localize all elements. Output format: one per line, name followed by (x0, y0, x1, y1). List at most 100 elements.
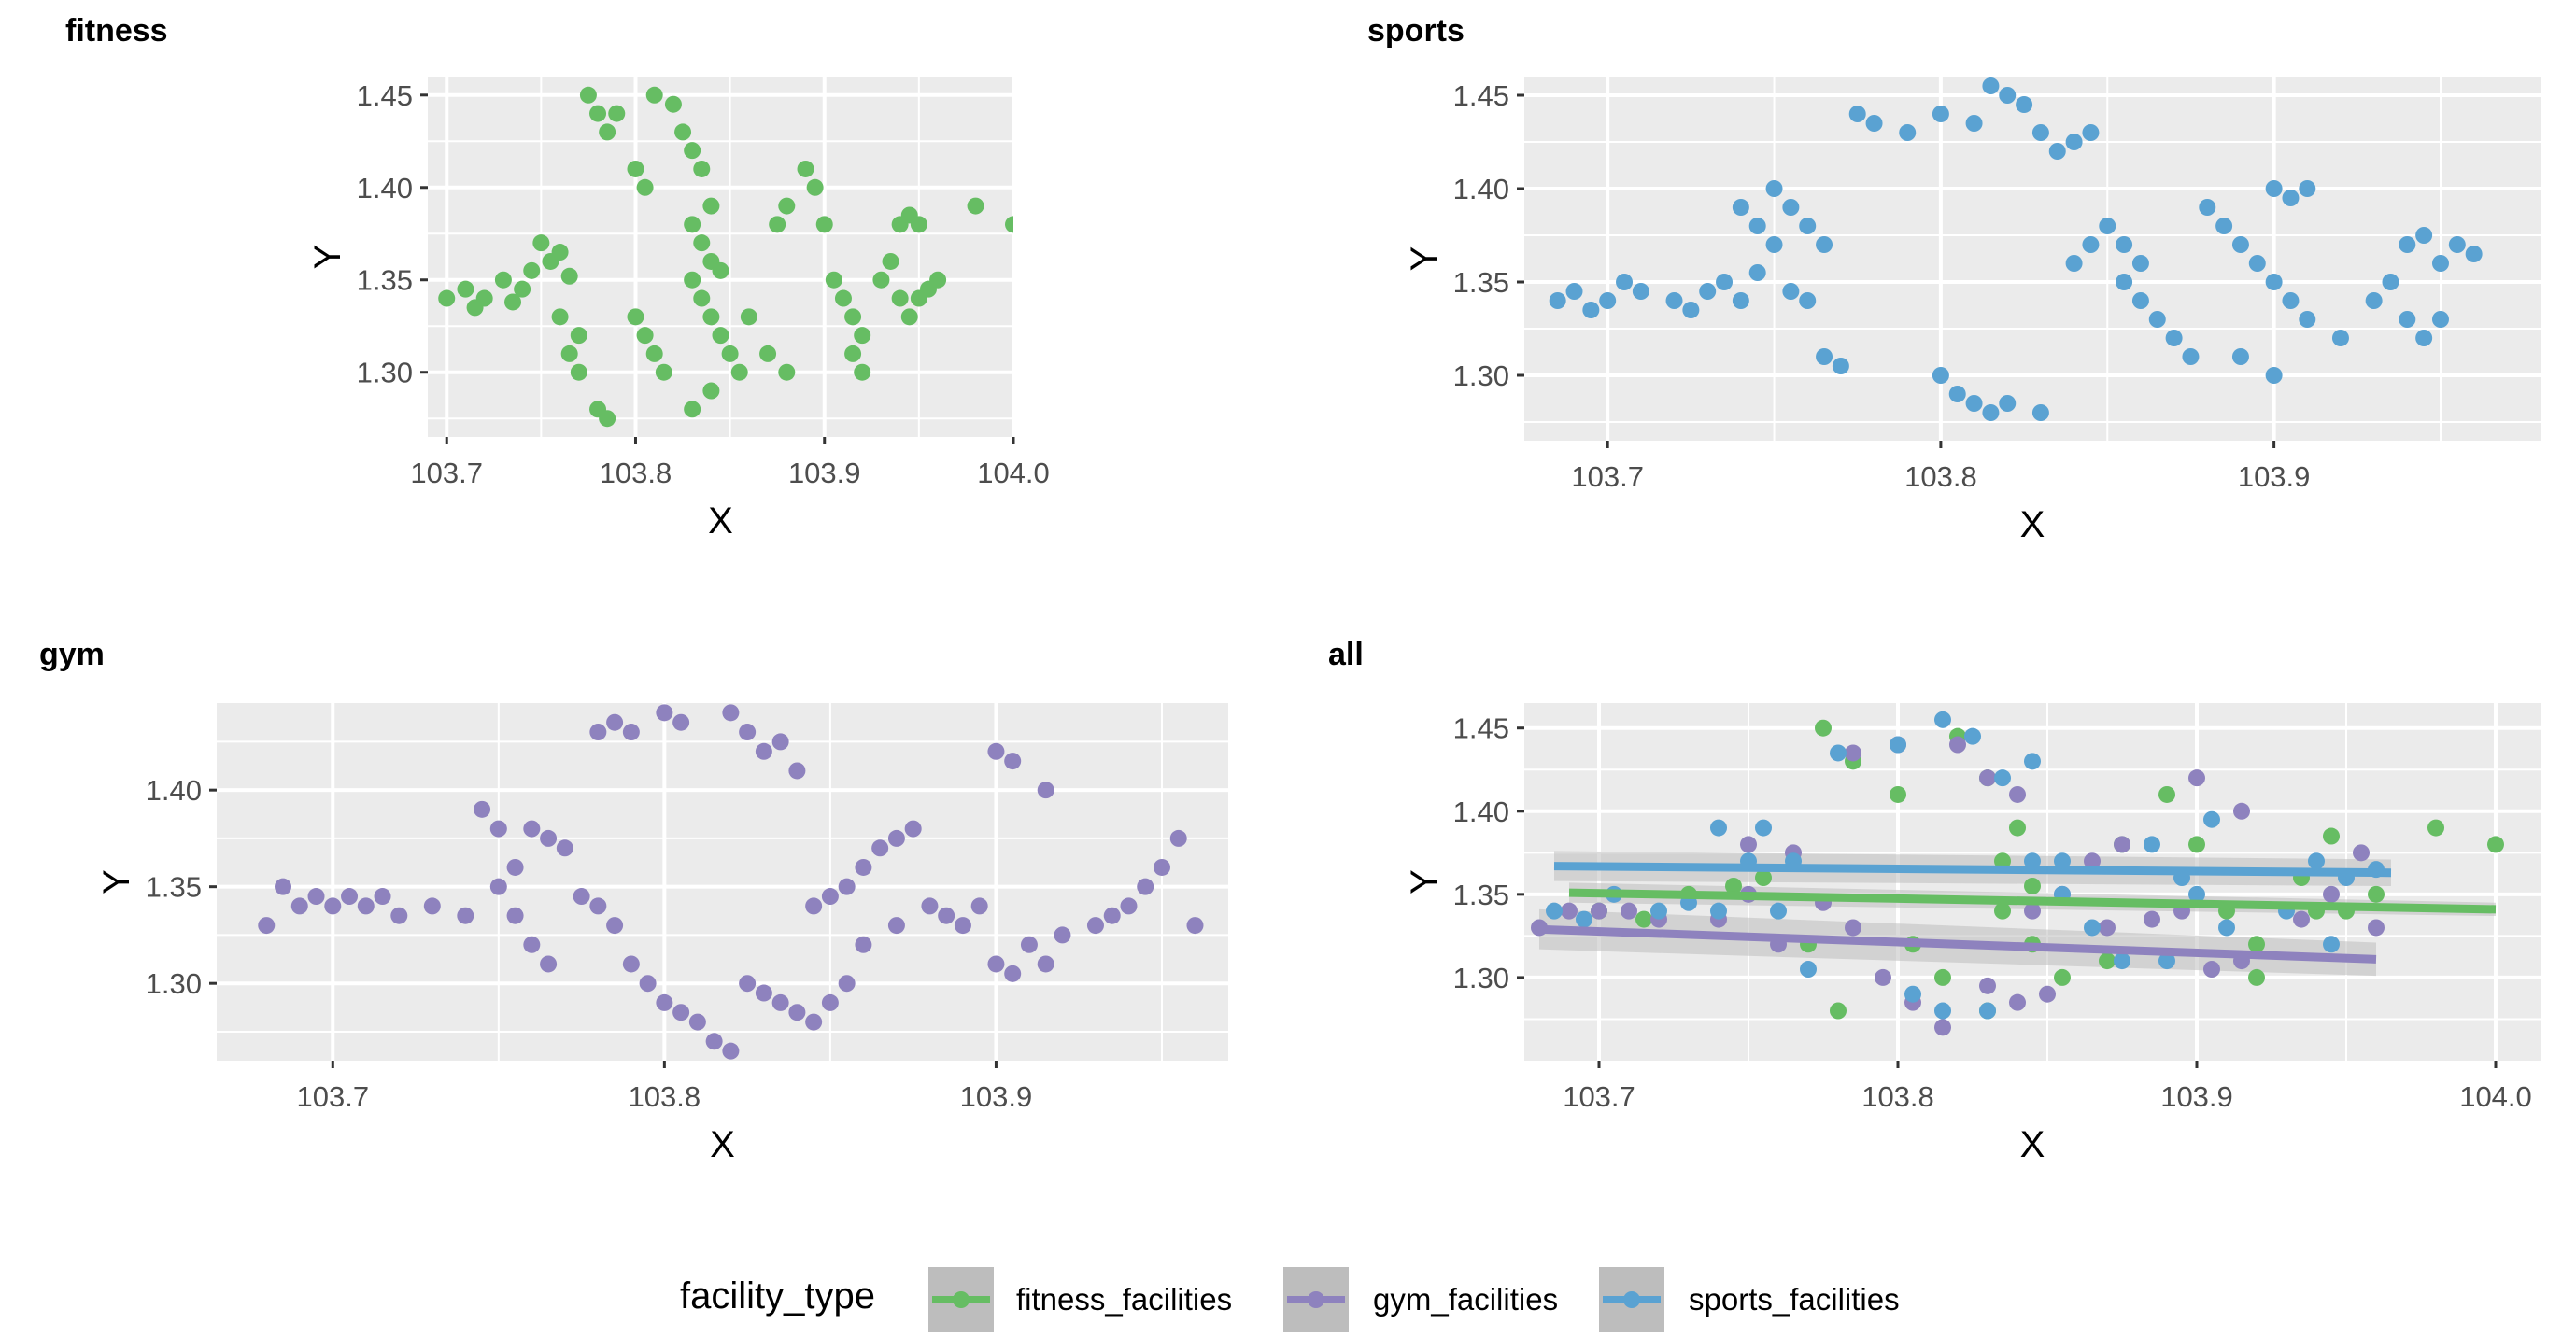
data-point (2144, 836, 2160, 853)
data-point (1005, 216, 1013, 233)
data-point (684, 271, 701, 289)
data-point (854, 363, 871, 381)
data-point (1934, 968, 1951, 986)
x-tick-label: 103.7 (1563, 1080, 1635, 1113)
data-point (1020, 936, 1038, 953)
data-point (2323, 936, 2340, 953)
data-point (834, 289, 852, 307)
data-point (494, 271, 512, 289)
data-point (721, 345, 739, 362)
data-point (854, 327, 871, 345)
legend-keys: fitness_facilities gym_facilities sports_f… (928, 1267, 1900, 1332)
data-point (560, 345, 578, 362)
data-point (1037, 955, 1054, 973)
y-tick-label: 1.40 (1453, 796, 1509, 828)
data-point (1632, 283, 1649, 300)
series-fitness (438, 86, 1013, 428)
data-point (656, 993, 673, 1011)
data-point (882, 252, 899, 270)
data-point (2082, 236, 2100, 253)
data-point (1964, 727, 1981, 745)
data-point (589, 897, 607, 915)
y-tick-label: 1.35 (357, 264, 413, 297)
x-axis-label: X (708, 500, 733, 542)
data-point (921, 897, 939, 915)
data-point (2039, 985, 2056, 1003)
data-point (2131, 255, 2149, 272)
data-point (551, 308, 569, 326)
data-point (639, 975, 657, 993)
data-point (855, 936, 872, 953)
data-point (627, 160, 644, 177)
data-point (693, 289, 711, 307)
data-point (2188, 836, 2205, 853)
data-point (2048, 143, 2066, 160)
data-point (1982, 77, 2000, 94)
data-point (504, 293, 522, 311)
data-point (1934, 1019, 1951, 1036)
data-point (645, 345, 663, 362)
panel-fitness: fitness 103.7 103.8 103.9 104.0 1.30 1.35 1.40 1… (65, 13, 1050, 542)
data-point (560, 267, 578, 285)
data-point (2065, 134, 2083, 150)
data-point (887, 829, 905, 847)
data-point (672, 1004, 690, 1021)
y-tick-label: 1.40 (146, 774, 202, 807)
data-point (672, 713, 690, 731)
series-sports (1549, 77, 2483, 421)
marks (1531, 711, 2504, 1036)
x-tick-label: 103.7 (1571, 460, 1644, 493)
data-point (1800, 961, 1817, 979)
data-point (1546, 902, 1563, 920)
data-point (771, 993, 789, 1011)
data-point (2353, 844, 2370, 862)
data-point (891, 289, 909, 307)
data-point (2131, 292, 2149, 309)
data-point (1899, 124, 1917, 141)
data-point (2293, 910, 2310, 928)
data-point (954, 917, 971, 935)
data-point (2016, 96, 2033, 113)
data-point (1740, 836, 1757, 853)
data-point (1765, 236, 1783, 253)
data-point (570, 363, 587, 381)
data-point (1054, 926, 1071, 944)
data-point (2054, 852, 2071, 870)
data-point (1865, 115, 1883, 132)
data-point (2248, 936, 2265, 953)
data-point (771, 733, 789, 751)
data-point (324, 897, 342, 915)
data-point (1710, 902, 1727, 920)
data-point (2182, 348, 2200, 365)
data-point (970, 897, 988, 915)
data-point (987, 955, 1005, 973)
data-point (2299, 180, 2316, 197)
y-tick-label: 1.35 (1453, 879, 1509, 911)
data-point (1932, 367, 1949, 384)
data-point (684, 216, 701, 233)
data-point (1979, 977, 1996, 994)
data-point (2431, 311, 2449, 328)
data-point (599, 123, 616, 141)
data-point (1103, 907, 1121, 924)
data-point (506, 858, 524, 876)
data-point (514, 280, 531, 298)
data-point (702, 197, 720, 215)
data-point (2323, 885, 2340, 903)
panel-sports: sports 103.7 103.8 103.9 1.30 1.35 1.40 1.45 X Y (1367, 13, 2541, 545)
data-point (1890, 785, 1906, 803)
data-point (579, 86, 597, 104)
data-point (1565, 283, 1583, 300)
data-point (1875, 968, 1891, 986)
data-point (573, 888, 590, 906)
data-point (506, 907, 524, 924)
data-point (1650, 902, 1667, 920)
data-point (2399, 311, 2416, 328)
data-point (589, 724, 607, 741)
legend-label: fitness_facilities (1016, 1282, 1232, 1317)
data-point (1965, 115, 1983, 132)
data-point (2382, 274, 2399, 290)
data-point (2188, 885, 2205, 903)
data-point (929, 271, 947, 289)
